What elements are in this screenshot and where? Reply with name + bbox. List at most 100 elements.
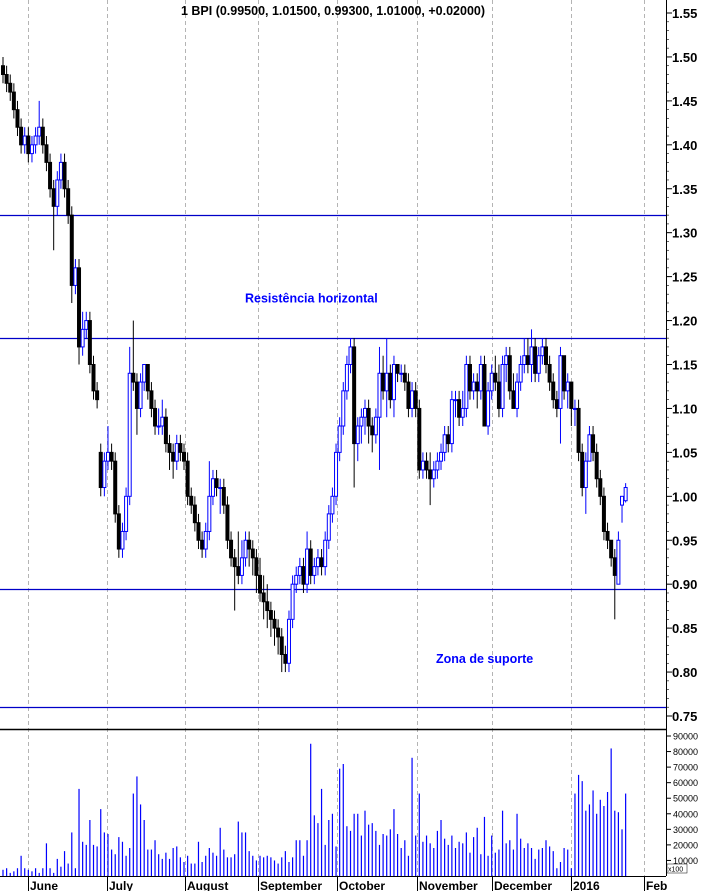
candle-body — [149, 390, 154, 409]
candle — [518, 355, 523, 391]
candle-body — [431, 469, 436, 480]
candle-body — [4, 74, 9, 84]
candle-body — [453, 399, 458, 402]
candle — [105, 426, 110, 470]
price-tick-label: 0.75 — [672, 709, 697, 724]
candle — [268, 601, 273, 637]
candle — [4, 65, 9, 93]
candle — [279, 628, 284, 673]
candle-body — [623, 487, 628, 502]
chart-title: 1 BPI (0.99500, 1.01500, 0.99300, 1.0100… — [181, 4, 485, 18]
candle — [496, 364, 501, 418]
candle-body — [489, 372, 494, 392]
candle-body — [370, 425, 375, 436]
price-tick-label: 0.95 — [672, 533, 697, 548]
candle — [464, 355, 469, 418]
candle — [442, 426, 447, 462]
candle — [620, 495, 625, 523]
candle-body — [460, 407, 465, 418]
candle — [283, 645, 288, 673]
candle — [145, 364, 150, 400]
volume-tick-label: 60000 — [673, 778, 698, 788]
candle — [142, 364, 147, 391]
month-label: July — [109, 879, 133, 891]
candle-body — [616, 539, 621, 585]
candle — [272, 610, 277, 646]
candle-body — [29, 144, 34, 155]
candle — [551, 373, 556, 409]
candle-body — [522, 355, 527, 365]
candle — [29, 136, 34, 163]
candle — [435, 452, 440, 479]
candle — [363, 399, 367, 435]
candle — [312, 557, 317, 585]
candle-body — [145, 364, 150, 392]
candle-body — [279, 636, 284, 655]
candle-body — [294, 574, 299, 585]
candle-body — [51, 188, 56, 207]
month-label: September — [260, 879, 322, 891]
candle-body — [203, 530, 208, 550]
candle — [373, 408, 378, 444]
candle — [138, 373, 143, 418]
candle-body — [268, 610, 273, 620]
volume-tick-label: 90000 — [673, 732, 698, 742]
candle — [1, 56, 5, 84]
candle — [609, 539, 614, 567]
candle — [544, 338, 548, 374]
candle-body — [326, 513, 331, 541]
candle-body — [62, 161, 67, 190]
candle — [37, 100, 42, 145]
candle — [475, 373, 480, 409]
candle — [540, 338, 545, 365]
candle — [66, 179, 71, 224]
candle — [478, 355, 483, 400]
candle — [11, 83, 16, 119]
candle — [525, 338, 530, 374]
candle-body — [171, 451, 176, 462]
candle-body — [232, 557, 237, 568]
candle — [431, 461, 436, 488]
candle-body — [399, 372, 404, 375]
candle-body — [381, 372, 386, 392]
candle-body — [225, 504, 230, 541]
candle — [315, 549, 320, 576]
candle-body — [185, 460, 190, 497]
candle-body — [247, 539, 252, 550]
candle-body — [482, 364, 487, 427]
candle — [153, 399, 158, 435]
candle — [547, 355, 552, 391]
candle — [326, 505, 331, 550]
volume-tick-label: 30000 — [673, 825, 698, 835]
candle — [337, 417, 342, 462]
candle-body — [91, 364, 96, 392]
candle — [98, 443, 103, 497]
candle-body — [250, 548, 255, 559]
candle — [355, 417, 360, 462]
candle — [265, 584, 270, 629]
candle-body — [95, 390, 100, 401]
candle — [598, 469, 603, 506]
candle-body — [352, 346, 357, 445]
candle — [449, 390, 454, 453]
price-tick-label: 1.00 — [672, 489, 697, 504]
horizontal-support-resistance-lines — [0, 214, 666, 709]
candle-body — [359, 416, 364, 427]
candle-body — [395, 364, 400, 374]
candle — [536, 346, 541, 383]
candle-body — [66, 188, 71, 216]
candle — [171, 443, 176, 479]
candle — [214, 469, 219, 497]
candle-body — [580, 451, 585, 489]
candle — [446, 426, 451, 453]
candle-body — [363, 407, 367, 418]
candle — [594, 443, 599, 488]
candle-body — [218, 487, 223, 490]
candle-body — [200, 539, 205, 550]
candle-body — [189, 495, 194, 506]
candle-body — [73, 267, 78, 286]
candle — [210, 469, 215, 506]
candle-body — [196, 522, 201, 541]
candle — [120, 522, 125, 558]
